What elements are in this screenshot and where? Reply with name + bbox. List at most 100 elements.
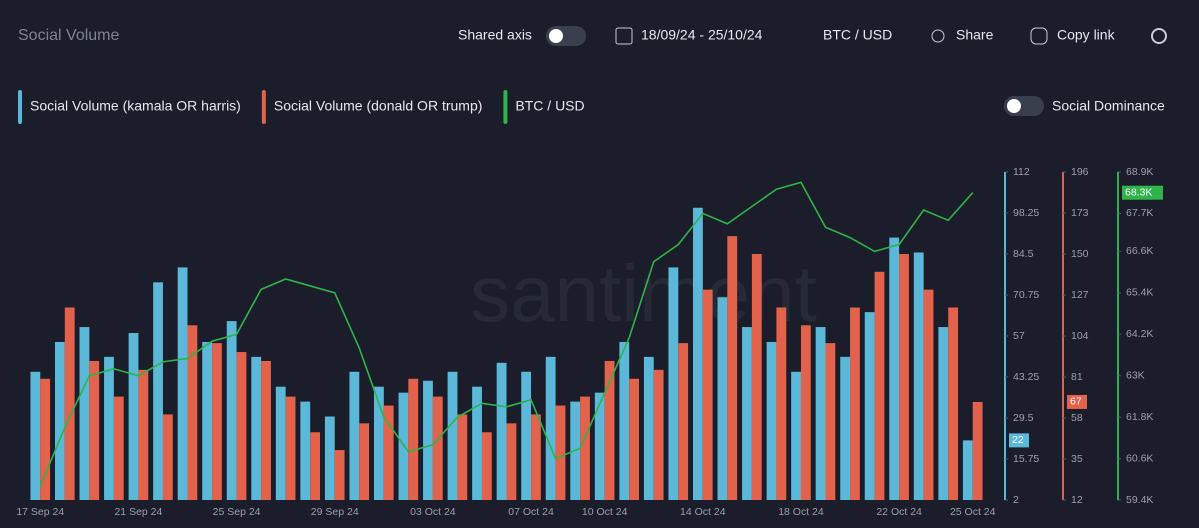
bar bbox=[408, 378, 419, 500]
y-tick-label: 65.4K bbox=[1126, 287, 1153, 299]
bar bbox=[457, 414, 468, 500]
x-tick-label: 14 Oct 24 bbox=[680, 506, 726, 518]
bar bbox=[334, 450, 345, 500]
x-tick-label: 18 Oct 24 bbox=[778, 506, 824, 518]
y-tick-label: 61.8K bbox=[1126, 411, 1153, 423]
date-range[interactable]: 18/09/24 - 25/10/24 bbox=[641, 27, 763, 43]
bar bbox=[40, 378, 51, 500]
bar bbox=[212, 343, 222, 500]
bar bbox=[226, 321, 237, 500]
bar bbox=[187, 325, 198, 500]
y-tick-label: 68.9K bbox=[1126, 166, 1153, 178]
bar bbox=[889, 237, 900, 500]
bar bbox=[300, 401, 311, 500]
bar bbox=[398, 392, 409, 500]
y-tick-label: 64.2K bbox=[1126, 328, 1153, 340]
y-tick-label: 112 bbox=[1013, 166, 1030, 178]
legend-label[interactable]: BTC / USD bbox=[515, 98, 584, 114]
bar bbox=[236, 352, 247, 500]
share[interactable]: Share bbox=[956, 27, 994, 43]
bar bbox=[766, 341, 777, 500]
bar bbox=[138, 369, 149, 500]
bar bbox=[373, 386, 384, 500]
legend-swatch bbox=[261, 90, 266, 124]
bar bbox=[742, 327, 752, 500]
line bbox=[39, 181, 974, 487]
bar bbox=[128, 333, 139, 500]
current-label: 67 bbox=[1070, 396, 1082, 408]
bar bbox=[113, 396, 124, 500]
bar bbox=[619, 341, 630, 500]
bar bbox=[359, 423, 370, 500]
y-tick-label: 63K bbox=[1126, 369, 1145, 381]
y-tick-label: 35 bbox=[1071, 453, 1083, 465]
legend-label[interactable]: Social Volume (kamala OR harris) bbox=[30, 98, 241, 114]
bar bbox=[531, 414, 541, 500]
bar bbox=[899, 254, 909, 500]
bar bbox=[776, 307, 787, 500]
x-tick-label: 25 Sep 24 bbox=[213, 506, 261, 518]
bar bbox=[79, 327, 90, 500]
y-tick-label: 196 bbox=[1071, 166, 1089, 178]
social-dominance[interactable]: Social Dominance bbox=[1052, 98, 1165, 114]
bar bbox=[678, 343, 689, 500]
title: Social Volume bbox=[18, 27, 119, 44]
x-tick-label: 10 Oct 24 bbox=[582, 506, 628, 518]
bar bbox=[64, 307, 75, 500]
toggle-knob bbox=[1007, 99, 1021, 113]
y-tick-label: 57 bbox=[1013, 330, 1025, 342]
current-badge bbox=[1009, 433, 1029, 448]
bar bbox=[580, 396, 590, 500]
bar bbox=[864, 312, 875, 500]
y-tick-label: 58 bbox=[1071, 412, 1083, 424]
legend-swatch bbox=[503, 90, 508, 124]
y-tick-label: 150 bbox=[1071, 248, 1089, 260]
bar bbox=[702, 289, 713, 500]
legend-label[interactable]: Social Volume (donald OR trump) bbox=[274, 98, 483, 114]
bar bbox=[261, 360, 271, 500]
bar bbox=[506, 423, 517, 500]
copy-link[interactable]: Copy link bbox=[1057, 27, 1116, 43]
current-badge bbox=[1122, 185, 1163, 200]
bar bbox=[481, 432, 492, 500]
y-tick-label: 60.6K bbox=[1126, 452, 1153, 464]
bar bbox=[275, 386, 286, 500]
bar bbox=[751, 254, 762, 500]
y-tick-label: 67.7K bbox=[1126, 207, 1153, 219]
y-tick-label: 66.6K bbox=[1126, 245, 1153, 257]
bar bbox=[668, 267, 679, 500]
current-badge bbox=[1067, 394, 1087, 409]
bar bbox=[692, 207, 703, 501]
bar bbox=[153, 282, 163, 500]
bar bbox=[717, 297, 728, 500]
y-tick-label: 84.5 bbox=[1013, 248, 1034, 260]
bar bbox=[594, 392, 605, 500]
bar bbox=[310, 432, 321, 500]
y-tick-label: 29.5 bbox=[1013, 412, 1034, 424]
toggle-knob bbox=[549, 29, 563, 43]
calendar-icon bbox=[615, 27, 633, 45]
bar bbox=[177, 267, 188, 500]
bar bbox=[825, 343, 836, 500]
y-tick-label: 173 bbox=[1071, 207, 1089, 219]
x-tick-label: 03 Oct 24 bbox=[410, 506, 456, 518]
y-tick-label: 127 bbox=[1071, 289, 1089, 301]
bar bbox=[948, 307, 959, 500]
pair[interactable]: BTC / USD bbox=[823, 27, 892, 43]
bar bbox=[383, 405, 394, 500]
bar bbox=[104, 356, 114, 500]
x-tick-label: 22 Oct 24 bbox=[876, 506, 922, 518]
settings-icon[interactable] bbox=[1151, 28, 1167, 44]
bar bbox=[285, 396, 296, 500]
bar bbox=[202, 341, 213, 500]
bar bbox=[791, 371, 801, 500]
bar bbox=[251, 356, 262, 500]
bar bbox=[432, 396, 443, 500]
bar bbox=[30, 371, 41, 500]
x-tick-label: 07 Oct 24 bbox=[508, 506, 554, 518]
bar bbox=[89, 360, 100, 500]
bar bbox=[653, 369, 664, 500]
x-tick-label: 21 Sep 24 bbox=[114, 506, 162, 518]
y-tick-label: 104 bbox=[1071, 330, 1089, 342]
